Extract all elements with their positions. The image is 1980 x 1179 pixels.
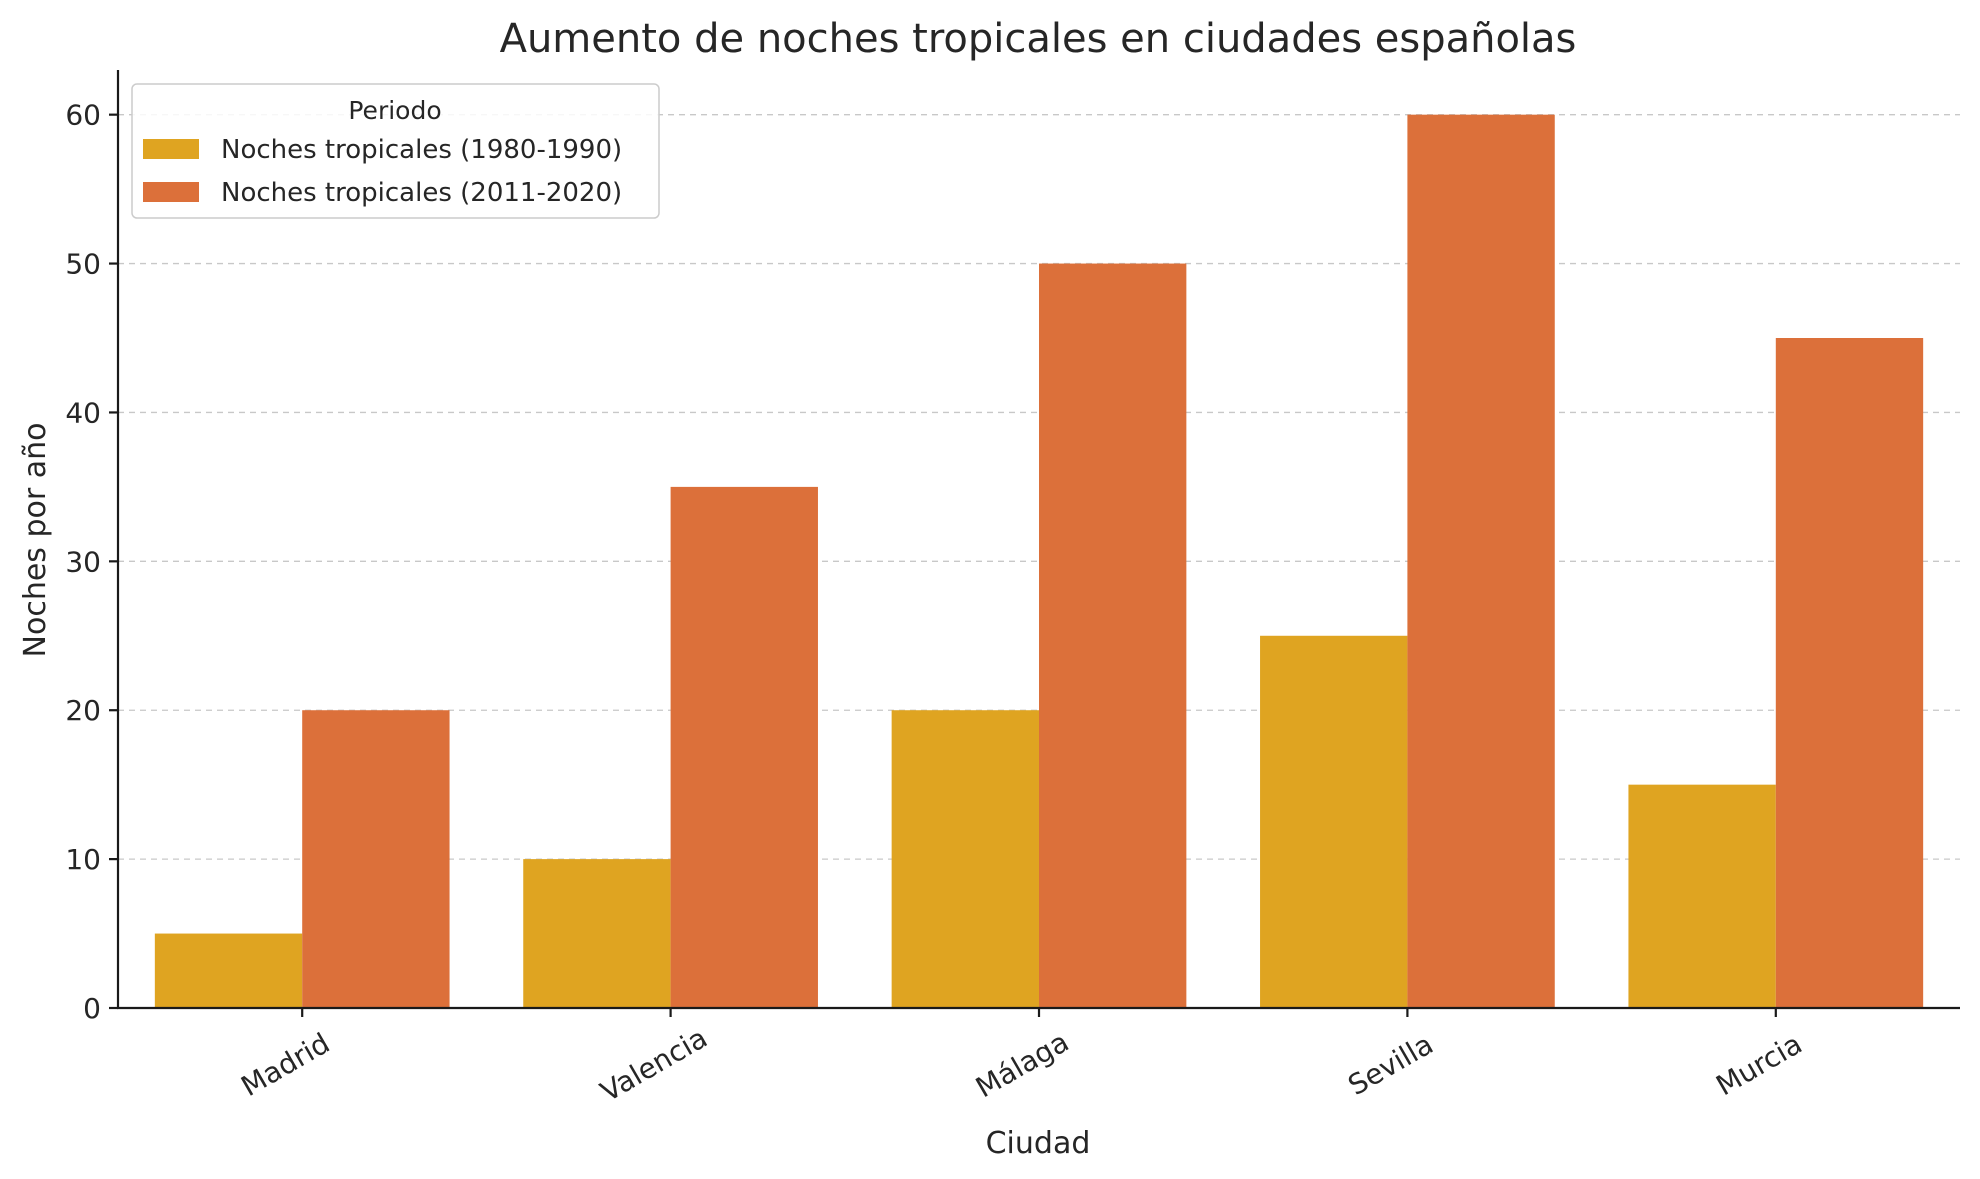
y-tick-label: 20 xyxy=(65,694,101,727)
bar-1-valencia xyxy=(523,859,671,1008)
bar-2-valencia xyxy=(670,486,818,1008)
legend-title: Periodo xyxy=(348,96,441,125)
y-tick-label: 10 xyxy=(65,843,101,876)
legend-label: Noches tropicales (2011-2020) xyxy=(221,178,622,208)
x-tick-label: Sevilla xyxy=(1343,1027,1439,1102)
bars xyxy=(154,114,1924,1008)
bar-2-málaga xyxy=(1039,263,1187,1008)
bar-2-sevilla xyxy=(1407,114,1555,1008)
bar-1-madrid xyxy=(154,933,303,1008)
y-tick-label: 60 xyxy=(65,99,101,132)
legend-label: Noches tropicales (1980-1990) xyxy=(221,135,622,165)
legend-frame xyxy=(131,83,660,219)
y-tick-label: 40 xyxy=(65,396,101,429)
x-tick-label: Murcia xyxy=(1710,1027,1807,1102)
bar-2-murcia xyxy=(1775,338,1924,1008)
y-tick-label: 50 xyxy=(65,248,101,281)
y-ticks: 0 10 20 30 40 50 60 xyxy=(65,99,118,1025)
x-ticks: Madrid Valencia Málaga Sevilla Murcia xyxy=(236,1008,1808,1108)
bar-1-murcia xyxy=(1628,784,1776,1008)
y-axis-label: Noches por año xyxy=(18,423,53,658)
x-tick-label: Málaga xyxy=(970,1025,1074,1104)
chart-title: Aumento de noches tropicales en ciudades… xyxy=(500,16,1577,62)
x-axis-label: Ciudad xyxy=(986,1126,1091,1161)
legend-items: Noches tropicales (1980-1990) Noches trop… xyxy=(143,135,622,208)
x-tick-label: Valencia xyxy=(595,1021,713,1108)
legend: Periodo Noches tropicales (1980-1990)Noc… xyxy=(131,83,660,219)
bar-1-málaga xyxy=(891,710,1039,1008)
y-tick-label: 0 xyxy=(83,992,101,1025)
legend-swatch xyxy=(143,139,199,159)
bar-2-madrid xyxy=(302,710,450,1008)
legend-swatch xyxy=(143,182,199,202)
bar-1-sevilla xyxy=(1260,635,1408,1008)
x-tick-label: Madrid xyxy=(236,1026,336,1103)
y-tick-label: 30 xyxy=(65,545,101,578)
